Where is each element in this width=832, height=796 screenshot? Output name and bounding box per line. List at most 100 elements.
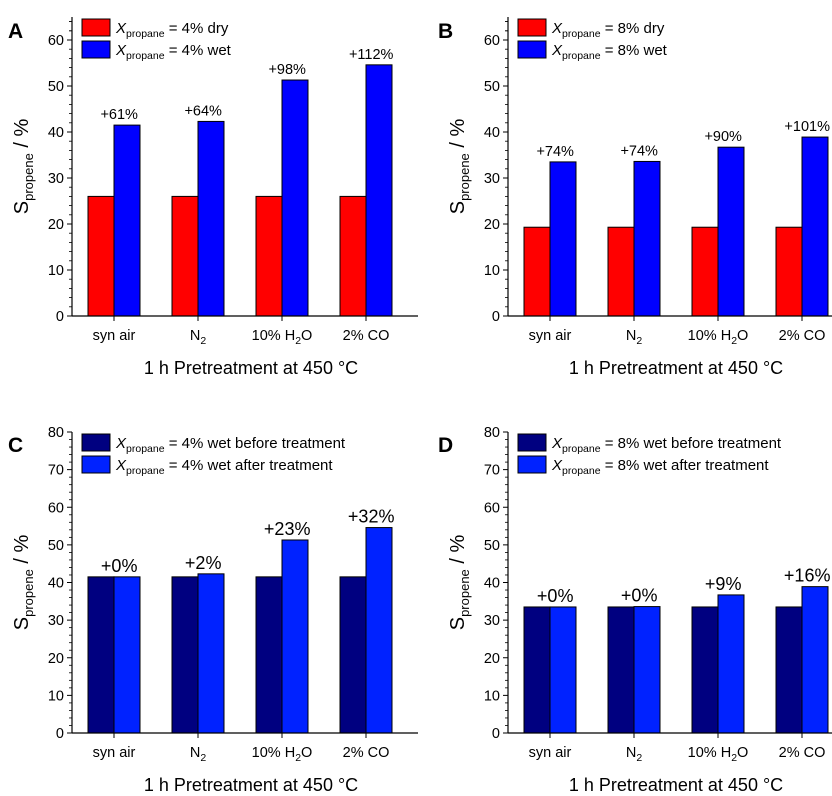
bar-annotation: +74% [620,143,658,159]
bar-series2-1 [197,573,225,734]
y-tick-label: 30 [48,613,64,629]
y-tick-label: 80 [484,425,500,441]
x-tick-label: syn air [529,745,572,761]
panel-letter: B [438,20,453,43]
bar-series2-3 [801,586,829,734]
x-tick-label: 10% H2O [252,328,313,347]
bar-series2-0 [113,576,141,734]
bar-series1-0 [523,606,551,734]
bar-series1-3 [775,226,803,317]
x-tick-label: 2% CO [779,328,826,344]
panel-b: B +74% +74% +90% +101% 0 10 20 30 40 50 60 syn air N2… [438,17,832,378]
bar-series1-0 [523,226,551,317]
x-tick-label: 2% CO [343,745,390,761]
x-tick-label: 10% H2O [688,328,749,347]
bar-series1-2 [255,576,283,734]
bar-annotation: +2% [185,553,222,573]
legend-swatch [81,40,111,59]
bar-series2-3 [365,527,393,734]
bar-annotation: +9% [705,574,742,594]
y-tick-label: 50 [484,79,500,95]
bar-annotation: +32% [348,507,395,527]
y-tick-label: 40 [484,576,500,592]
x-tick-label: 10% H2O [252,745,313,764]
y-tick-label: 60 [48,500,64,516]
legend-swatch [81,433,111,452]
x-tick-label: syn air [529,328,572,344]
x-tick-label: N2 [190,745,206,764]
y-tick-label: 60 [48,33,64,49]
bar-annotation: +112% [349,47,394,63]
y-tick-label: 30 [48,171,64,187]
panel-letter: D [438,434,453,457]
panel-letter: C [8,434,23,457]
panel-a: A +61% +64% +98% +112% 0 10 20 30 40 50 60 syn air N2… [8,17,418,378]
y-tick-label: 60 [484,33,500,49]
y-tick-label: 0 [56,726,64,742]
y-axis-label: Spropene / % [447,535,472,631]
bar-series1-0 [87,195,115,317]
x-tick-label: N2 [626,328,642,347]
y-tick-label: 50 [484,538,500,554]
bar-series1-2 [255,195,283,317]
bar-series2-0 [113,124,141,317]
bar-annotation: +0% [101,556,138,576]
legend-label: Xpropane = 8% dry [551,20,665,40]
y-tick-label: 10 [484,263,500,279]
bar-annotation: +61% [100,107,138,123]
bar-series2-3 [365,64,393,317]
legend-swatch [81,18,111,37]
y-tick-label: 10 [48,263,64,279]
legend-swatch [81,455,111,474]
y-tick-label: 0 [56,309,64,325]
y-tick-label: 70 [484,463,500,479]
bar-annotation: +101% [784,119,830,135]
bar-series2-0 [549,606,577,734]
x-axis-label: 1 h Pretreatment at 450 °C [144,775,358,795]
legend-label: Xpropane = 4% wet before treatment [115,435,346,455]
y-tick-label: 20 [484,651,500,667]
bar-series2-1 [197,120,225,317]
bar-annotation: +0% [537,586,574,606]
y-tick-label: 20 [484,217,500,233]
bar-annotation: +64% [184,103,222,119]
bar-series1-3 [339,576,367,734]
y-tick-label: 30 [484,613,500,629]
y-tick-label: 0 [492,726,500,742]
y-tick-label: 10 [484,688,500,704]
y-tick-label: 40 [484,125,500,141]
x-axis-label: 1 h Pretreatment at 450 °C [144,358,358,378]
bar-series1-1 [171,576,199,734]
bar-series1-3 [775,606,803,734]
y-tick-label: 40 [48,125,64,141]
y-axis-label: Spropene / % [11,535,36,631]
x-tick-label: 10% H2O [688,745,749,764]
legend-swatch [517,40,547,59]
legend-label: Xpropane = 4% wet after treatment [115,457,333,477]
panel-d: D +0% +0% +9% +16% 0 10 20 30 40 50 60 70 80 syn air N2… [438,425,832,795]
legend-label: Xpropane = 8% wet [551,42,668,62]
legend-label: Xpropane = 8% wet after treatment [551,457,769,477]
y-tick-label: 10 [48,688,64,704]
legend-swatch [517,433,547,452]
y-tick-label: 0 [492,309,500,325]
bar-series1-2 [691,606,719,734]
y-tick-label: 80 [48,425,64,441]
x-tick-label: N2 [626,745,642,764]
y-tick-label: 50 [48,538,64,554]
bar-series2-2 [717,594,745,734]
bar-series2-2 [281,539,309,734]
bar-series2-2 [281,79,309,317]
y-tick-label: 20 [48,651,64,667]
x-tick-label: 2% CO [779,745,826,761]
bar-series2-1 [633,606,661,734]
bar-series1-1 [171,195,199,317]
y-axis-label: Spropene / % [11,119,36,215]
bar-series1-0 [87,576,115,734]
y-axis-label: Spropene / % [447,119,472,215]
bar-series2-1 [633,160,661,317]
y-tick-label: 20 [48,217,64,233]
bar-series1-3 [339,195,367,317]
bar-annotation: +16% [784,566,831,586]
